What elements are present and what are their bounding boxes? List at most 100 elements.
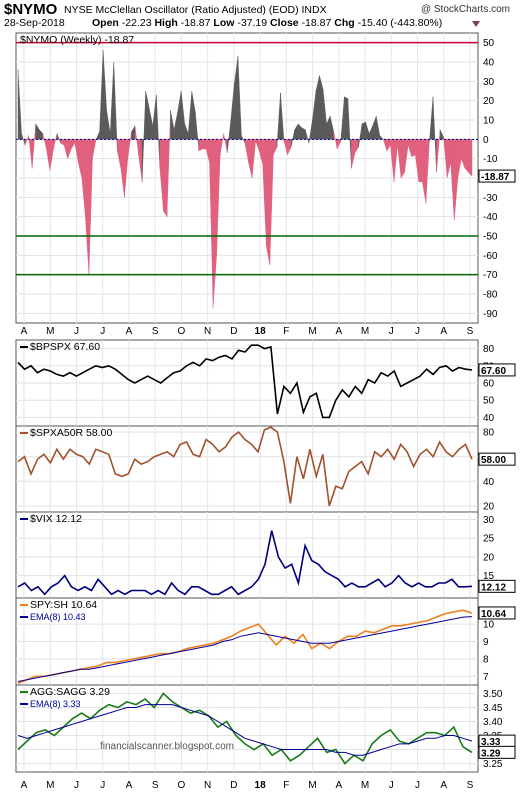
vix-last-value-box <box>478 579 516 593</box>
aggsagg-y-tick: 3.25 <box>483 759 503 770</box>
nymo-area-segment <box>198 139 203 152</box>
x-axis-label: M <box>361 780 369 791</box>
x-axis-label: J <box>415 780 420 791</box>
vix-y-tick: 25 <box>483 534 495 545</box>
x-axis-label: M <box>361 326 369 337</box>
aggsagg-legend-label: EMA(8) 3.33 <box>30 699 81 709</box>
spxa50r-y-tick: 40 <box>483 477 495 488</box>
aggsagg-last-value-box <box>478 745 516 759</box>
vix-last-value: 12.12 <box>481 582 506 593</box>
nymo-y-tick: -80 <box>483 290 498 301</box>
nymo-last-value: -18.87 <box>481 172 510 183</box>
down-arrow-icon <box>472 21 480 27</box>
x-axis-label: A <box>440 326 447 337</box>
vix-legend-label: $VIX 12.12 <box>30 513 82 525</box>
x-axis-label: A <box>335 780 342 791</box>
x-axis-label: 18 <box>255 326 267 337</box>
nymo-area-segment <box>202 139 207 150</box>
spysh-last-value-box <box>478 606 516 620</box>
x-axis-label: A <box>21 780 28 791</box>
nymo-y-tick: 30 <box>483 77 495 88</box>
aggsagg-y-tick: 3.40 <box>483 717 503 728</box>
bpspx-series-line <box>17 344 473 419</box>
x-axis-label: J <box>74 326 79 337</box>
nymo-y-tick: -40 <box>483 212 498 223</box>
aggsagg-last-value: 3.33 <box>481 737 501 748</box>
x-axis-label: 18 <box>255 780 267 791</box>
x-axis-label: M <box>46 326 54 337</box>
nymo-y-tick: 0 <box>483 135 489 146</box>
nymo-area-segment <box>400 139 405 179</box>
spysh-legend-label: EMA(8) 10.43 <box>30 612 86 622</box>
nymo-y-tick: -30 <box>483 193 498 204</box>
spxa50r-series-line <box>17 426 473 507</box>
x-axis-label: A <box>126 326 133 337</box>
chart-symbol: $NYMO <box>4 1 58 18</box>
aggsagg-series-line <box>17 692 473 765</box>
spysh-y-tick: 8 <box>483 654 489 665</box>
x-axis-label: J <box>415 326 420 337</box>
open-label: Open <box>92 17 119 29</box>
spxa50r-y-tick: 20 <box>483 501 495 512</box>
x-axis-label: J <box>100 326 105 337</box>
nymo-area-segment <box>411 139 416 158</box>
vix-frame <box>15 511 479 599</box>
bpspx-last-value-box <box>478 363 516 377</box>
nymo-area-segment <box>468 139 473 177</box>
nymo-area-segment <box>92 139 97 159</box>
chart-name: NYSE McClellan Oscillator (Ratio Adjuste… <box>64 4 327 16</box>
close-value: -18.87 <box>301 17 332 29</box>
x-axis-label: A <box>126 780 133 791</box>
vix-series-line <box>17 530 473 596</box>
x-axis-label: S <box>467 780 474 791</box>
bpspx-legend-label: $BPSPX 67.60 <box>30 341 100 353</box>
nymo-y-tick: 40 <box>483 58 495 69</box>
nymo-area-segment <box>361 121 366 140</box>
high-label: High <box>154 17 178 29</box>
x-axis-label: O <box>178 326 186 337</box>
nymo-last-value-box <box>478 169 516 183</box>
spysh-y-tick: 9 <box>483 637 489 648</box>
x-axis-label: F <box>283 326 289 337</box>
x-axis-label: N <box>204 780 211 791</box>
watermark: financialscanner.blogspot.com <box>100 741 234 752</box>
spysh-last-value: 10.64 <box>481 609 506 620</box>
nymo-y-tick: -90 <box>483 309 498 320</box>
spxa50r-last-value: 58.00 <box>481 455 506 466</box>
x-axis-label: J <box>389 780 394 791</box>
copyright-text: @ StockCharts.com <box>420 4 510 15</box>
x-axis-label: S <box>152 780 159 791</box>
aggsagg-last-value: 3.29 <box>481 748 501 759</box>
x-axis-label: D <box>230 326 237 337</box>
aggsagg-y-tick: 3.50 <box>483 689 503 700</box>
x-axis-label: N <box>204 326 211 337</box>
high-value: -18.87 <box>180 17 211 29</box>
nymo-area-segment <box>301 127 306 140</box>
x-axis-label: D <box>230 780 237 791</box>
open-value: -22.23 <box>121 17 152 29</box>
spysh-series-line <box>17 616 473 682</box>
bpspx-y-tick: 80 <box>483 344 495 355</box>
nymo-area-segment <box>344 96 349 140</box>
x-axis-label: J <box>100 780 105 791</box>
vix-y-tick: 20 <box>483 552 495 563</box>
spxa50r-legend-label: $SPXA50R 58.00 <box>30 427 112 439</box>
spysh-legend-label: SPY:SH 10.64 <box>30 599 97 611</box>
nymo-y-tick: -70 <box>483 270 498 281</box>
x-axis-label: J <box>74 780 79 791</box>
aggsagg-frame <box>15 684 479 773</box>
x-axis-label: S <box>152 326 159 337</box>
nymo-area-segment <box>464 139 469 173</box>
bpspx-y-tick: 50 <box>483 396 495 407</box>
nymo-y-tick: -10 <box>483 154 498 165</box>
chg-label: Chg <box>334 17 355 29</box>
aggsagg-series-line <box>17 704 473 756</box>
close-label: Close <box>270 17 299 29</box>
low-value: -37.19 <box>237 17 268 29</box>
nymo-area-segment <box>163 139 168 218</box>
spysh-y-tick: 7 <box>483 672 489 683</box>
nymo-area-segment <box>418 139 423 183</box>
nymo-y-tick: 20 <box>483 96 495 107</box>
vix-y-tick: 30 <box>483 515 495 526</box>
